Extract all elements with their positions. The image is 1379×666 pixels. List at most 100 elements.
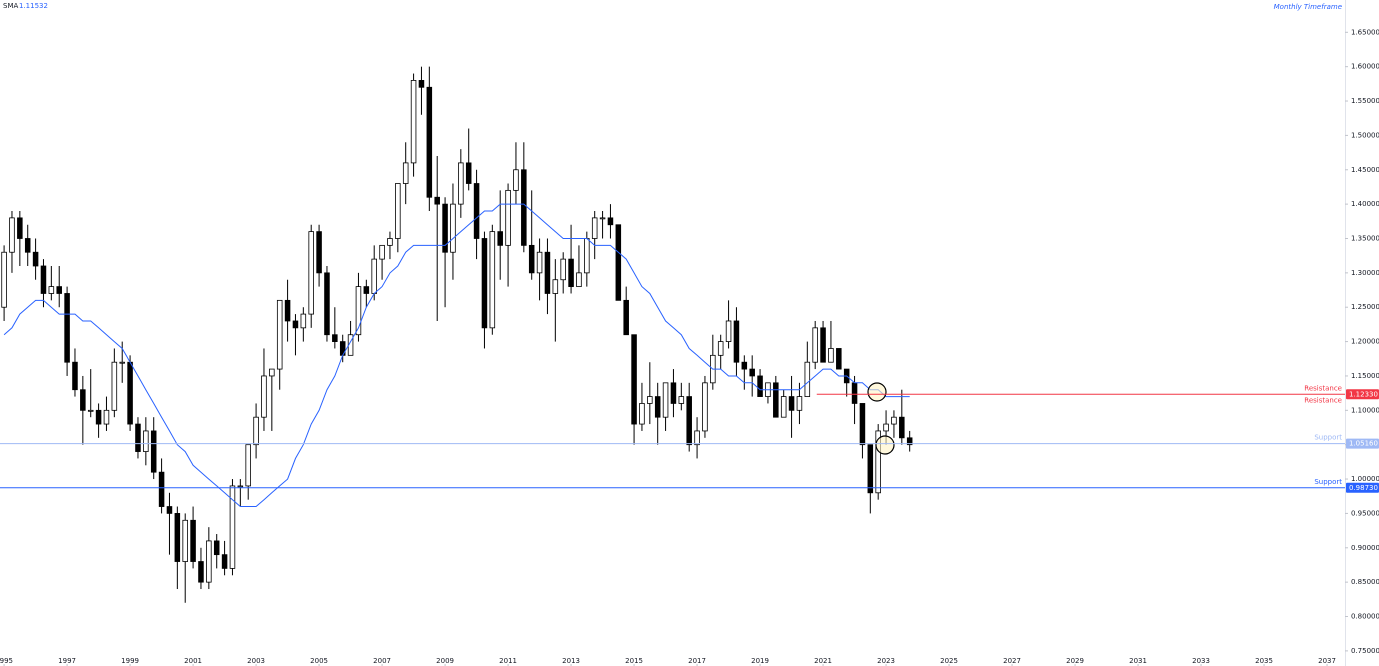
y-tick-label: 1.50000 — [1351, 131, 1379, 139]
x-tick-label: 2011 — [499, 657, 517, 665]
candle-body — [387, 238, 393, 246]
candle-body — [363, 286, 370, 294]
candle-body — [72, 361, 78, 391]
x-tick-label: 2033 — [1192, 657, 1210, 665]
candle-body — [473, 183, 480, 239]
candle-body — [9, 217, 15, 253]
candle-body — [875, 430, 881, 494]
candle-body — [836, 348, 842, 370]
x-tick-label: 2019 — [751, 657, 769, 665]
price-tag-label: 0.98730 — [1349, 484, 1378, 492]
candle-body — [725, 320, 732, 342]
candle-body — [213, 540, 220, 556]
y-tick-label: 1.00000 — [1351, 475, 1379, 483]
candle-body — [87, 409, 94, 412]
indicator-name: SMA — [3, 2, 18, 10]
y-tick-label: 1.65000 — [1351, 28, 1379, 36]
candle-body — [497, 231, 503, 246]
candle-body — [568, 258, 574, 288]
candle-body — [269, 368, 275, 377]
candle-body — [859, 403, 866, 446]
candle-body — [505, 189, 511, 246]
candle-body — [702, 382, 708, 432]
candle-body — [584, 238, 590, 274]
candle-body — [647, 396, 653, 404]
candle-body — [80, 389, 86, 411]
x-tick-label: 2009 — [436, 657, 454, 665]
price-tag-label: 1.05160 — [1349, 440, 1378, 448]
candle-body — [458, 162, 464, 205]
candle-body — [607, 217, 614, 226]
y-tick-label: 0.90000 — [1351, 544, 1379, 552]
level-label: Resistance — [1304, 384, 1342, 392]
candle-body — [528, 244, 535, 274]
candle-body — [40, 265, 47, 294]
candle-body — [206, 540, 212, 583]
candle-body — [796, 396, 803, 411]
candle-body — [867, 444, 874, 494]
plot — [1, 66, 913, 603]
candle-body — [174, 513, 181, 562]
y-tick-label: 1.55000 — [1351, 97, 1379, 105]
candle-body — [284, 299, 291, 322]
price-tag — [1346, 438, 1379, 449]
candle-body — [308, 231, 314, 315]
candle-body — [670, 382, 677, 404]
candle-body — [591, 217, 598, 239]
x-tick-label: 2003 — [247, 657, 265, 665]
candle-body — [851, 382, 858, 404]
x-tick-label: 2013 — [562, 657, 580, 665]
y-tick-label: 0.95000 — [1351, 509, 1379, 517]
candle-body — [332, 334, 338, 342]
candle-body — [883, 423, 889, 432]
timeframe-note: Monthly Timeframe — [1274, 3, 1342, 11]
candle-body — [741, 361, 748, 370]
candle-body — [654, 396, 661, 418]
candle-body — [804, 361, 811, 397]
candle-body — [631, 334, 637, 425]
candle-body — [536, 251, 543, 274]
y-tick-label: 1.15000 — [1351, 372, 1379, 380]
candle-body — [639, 403, 645, 425]
x-tick-label: 2015 — [625, 657, 643, 665]
candle-body — [119, 361, 125, 364]
level-label: Support — [1314, 434, 1342, 442]
candle-body — [166, 506, 173, 514]
candle-body — [513, 169, 519, 191]
candle-body — [17, 217, 23, 239]
y-tick-label: 1.40000 — [1351, 200, 1379, 208]
candle-body — [292, 320, 299, 329]
candle-body — [418, 80, 425, 88]
candle-body — [48, 286, 55, 294]
x-tick-label: 2027 — [1003, 657, 1021, 665]
candle-body — [410, 80, 417, 164]
x-tick-label: 2005 — [310, 657, 328, 665]
candle-body — [261, 375, 267, 418]
candle-body — [521, 169, 527, 246]
candle-body — [599, 217, 606, 220]
y-tick-label: 1.25000 — [1351, 303, 1379, 311]
candle-body — [56, 286, 62, 294]
candle-body — [355, 286, 362, 336]
y-tick-label: 0.80000 — [1351, 613, 1379, 621]
candle-body — [481, 238, 488, 329]
candle-body — [820, 327, 826, 363]
candle-body — [32, 251, 39, 267]
candle-body — [182, 519, 188, 562]
y-tick-label: 1.10000 — [1351, 406, 1379, 414]
candle-body — [489, 231, 496, 329]
x-tick-label: 2035 — [1255, 657, 1273, 665]
x-tick-label: 2001 — [184, 657, 202, 665]
candle-body — [402, 162, 409, 184]
candle-body — [749, 368, 755, 377]
candle-body — [276, 299, 283, 370]
x-tick-label: 2029 — [1066, 657, 1084, 665]
candle-body — [615, 224, 622, 301]
price-tag — [1346, 482, 1379, 493]
candle-body — [111, 361, 118, 411]
level-label: Resistance — [1304, 396, 1342, 404]
y-tick-label: 1.35000 — [1351, 234, 1379, 242]
candle-body — [300, 313, 307, 329]
candle-body — [552, 279, 559, 294]
candle-body — [560, 258, 566, 281]
